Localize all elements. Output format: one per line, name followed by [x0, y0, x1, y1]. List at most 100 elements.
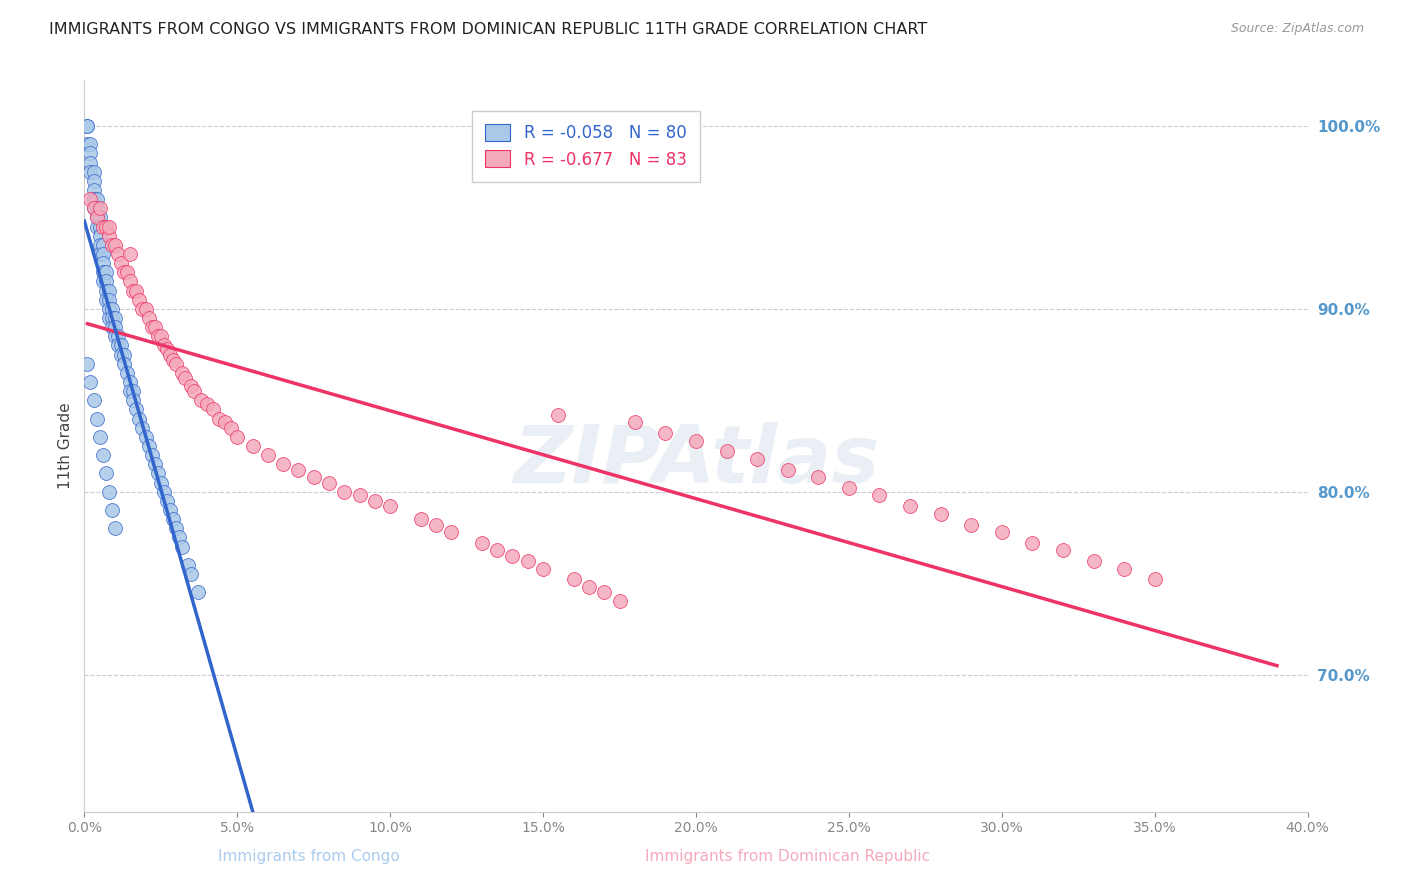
- Point: [83, 393, 105, 408]
- Point: [104, 310, 127, 325]
- Point: [110, 256, 132, 270]
- Point: [425, 517, 447, 532]
- Point: [91, 265, 114, 279]
- Point: [128, 411, 150, 425]
- Point: [83, 201, 105, 215]
- Point: [112, 357, 135, 371]
- Point: [131, 420, 153, 434]
- Point: [149, 475, 172, 490]
- Point: [79, 137, 101, 152]
- Point: [929, 507, 952, 521]
- Point: [991, 524, 1014, 539]
- Point: [86, 201, 108, 215]
- Point: [91, 237, 114, 252]
- Point: [79, 155, 101, 169]
- Point: [97, 484, 120, 499]
- Point: [156, 342, 179, 356]
- Point: [190, 393, 212, 408]
- Point: [898, 500, 921, 514]
- Point: [153, 484, 176, 499]
- Legend: R = -0.058   N = 80, R = -0.677   N = 83: R = -0.058 N = 80, R = -0.677 N = 83: [472, 111, 700, 182]
- Point: [165, 357, 187, 371]
- Point: [516, 554, 538, 568]
- Point: [94, 265, 117, 279]
- Point: [94, 284, 117, 298]
- Point: [302, 470, 325, 484]
- Point: [120, 384, 142, 399]
- Point: [318, 475, 340, 490]
- Point: [122, 284, 145, 298]
- Point: [747, 451, 769, 466]
- Point: [91, 448, 114, 462]
- Point: [167, 530, 190, 544]
- Point: [287, 463, 309, 477]
- Point: [104, 521, 127, 535]
- Point: [115, 265, 138, 279]
- Text: Immigrants from Dominican Republic: Immigrants from Dominican Republic: [645, 849, 929, 863]
- Point: [271, 458, 294, 472]
- Point: [159, 347, 181, 362]
- Point: [141, 320, 163, 334]
- Point: [138, 310, 160, 325]
- Point: [146, 467, 169, 481]
- Point: [174, 371, 197, 385]
- Point: [112, 347, 135, 362]
- Point: [146, 329, 169, 343]
- Y-axis label: 11th Grade: 11th Grade: [58, 402, 73, 490]
- Point: [149, 329, 172, 343]
- Point: [97, 293, 120, 307]
- Point: [89, 201, 111, 215]
- Point: [104, 237, 127, 252]
- Point: [440, 524, 463, 539]
- Point: [869, 488, 891, 502]
- Point: [502, 549, 524, 563]
- Point: [578, 580, 600, 594]
- Point: [162, 353, 184, 368]
- Point: [76, 137, 98, 152]
- Point: [471, 536, 494, 550]
- Point: [131, 301, 153, 316]
- Point: [162, 512, 184, 526]
- Point: [94, 293, 117, 307]
- Point: [107, 247, 129, 261]
- Point: [97, 301, 120, 316]
- Point: [86, 211, 108, 225]
- Point: [226, 430, 249, 444]
- Point: [776, 463, 799, 477]
- Point: [349, 488, 371, 502]
- Point: [76, 119, 98, 133]
- Point: [86, 411, 108, 425]
- Point: [125, 402, 148, 417]
- Text: Immigrants from Congo: Immigrants from Congo: [218, 849, 401, 863]
- Point: [838, 481, 860, 495]
- Point: [531, 561, 554, 575]
- Point: [79, 146, 101, 161]
- Point: [101, 237, 124, 252]
- Point: [79, 164, 101, 178]
- Point: [97, 284, 120, 298]
- Point: [242, 439, 264, 453]
- Point: [89, 237, 111, 252]
- Point: [807, 470, 830, 484]
- Point: [94, 274, 117, 288]
- Point: [409, 512, 432, 526]
- Point: [76, 357, 98, 371]
- Point: [86, 192, 108, 206]
- Point: [101, 503, 124, 517]
- Point: [214, 415, 236, 429]
- Point: [101, 320, 124, 334]
- Point: [1021, 536, 1043, 550]
- Point: [257, 448, 280, 462]
- Point: [172, 366, 194, 380]
- Point: [107, 329, 129, 343]
- Text: ZIPAtlas: ZIPAtlas: [513, 422, 879, 500]
- Point: [89, 228, 111, 243]
- Point: [115, 366, 138, 380]
- Point: [97, 228, 120, 243]
- Point: [79, 192, 101, 206]
- Point: [89, 219, 111, 234]
- Point: [201, 402, 224, 417]
- Point: [89, 247, 111, 261]
- Point: [186, 585, 208, 599]
- Point: [86, 219, 108, 234]
